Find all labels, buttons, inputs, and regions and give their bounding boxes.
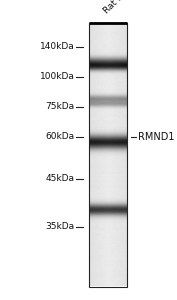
Text: 60kDa: 60kDa [45, 132, 74, 141]
Text: 140kDa: 140kDa [40, 42, 74, 51]
Text: 45kDa: 45kDa [45, 174, 74, 183]
Text: 35kDa: 35kDa [45, 222, 74, 231]
Text: RMND1: RMND1 [138, 131, 175, 142]
Text: 75kDa: 75kDa [45, 102, 74, 111]
Bar [88, 22, 127, 286]
Text: Rat brain: Rat brain [102, 0, 137, 15]
Text: 100kDa: 100kDa [39, 72, 74, 81]
